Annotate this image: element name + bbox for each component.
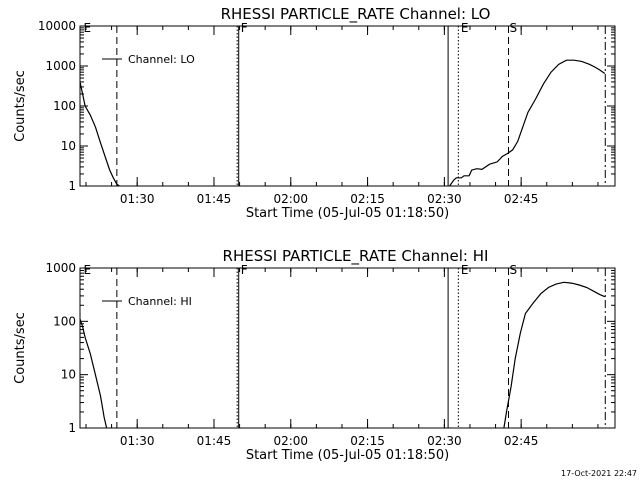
plot-frame [79, 267, 616, 429]
x-tick-label: 02:00 [273, 434, 308, 448]
series-line [79, 318, 108, 429]
y-tick-label: 1 [68, 421, 76, 435]
y-tick-label: 10 [61, 368, 76, 382]
generation-timestamp: 17-Oct-2021 22:47 [561, 469, 637, 478]
y-tick-label: 1000 [45, 59, 76, 73]
flag-letter: E [461, 263, 469, 277]
hi-channel-plot: RHESSI PARTICLE_RATE Channel: HI 1 10 100 10… [13, 247, 616, 463]
x-tick-label: 01:30 [120, 192, 155, 206]
x-tick-label: 02:45 [504, 192, 539, 206]
y-tick-label: 10 [61, 139, 76, 153]
chart-title: RHESSI PARTICLE_RATE Channel: HI [223, 247, 489, 266]
legend-label: Channel: LO [128, 53, 195, 66]
series-line [503, 281, 606, 429]
y-axis-label: Counts/sec [13, 70, 28, 142]
x-tick-label: 01:30 [120, 434, 155, 448]
x-tick-label: 02:30 [427, 434, 462, 448]
chart-title: RHESSI PARTICLE_RATE Channel: LO [221, 5, 491, 24]
y-tick-label: 100 [53, 314, 76, 328]
flag-letter: F [241, 263, 248, 277]
flag-letter: E [84, 21, 92, 35]
x-axis-label: Start Time (05-Jul-05 01:18:50) [246, 206, 449, 221]
y-tick-label: 10000 [38, 19, 76, 33]
flag-letter: E [84, 263, 92, 277]
series-line [449, 59, 606, 187]
plot-frame [79, 25, 616, 187]
x-tick-label: 02:00 [273, 192, 308, 206]
flag-letter: E [461, 21, 469, 35]
flag-letter: F [241, 21, 248, 35]
series-line [79, 81, 120, 187]
y-axis-label: Counts/sec [13, 312, 28, 384]
x-tick-label: 02:15 [350, 192, 385, 206]
x-tick-label: 01:45 [197, 192, 232, 206]
x-tick-label: 02:30 [427, 192, 462, 206]
legend-label: Channel: HI [128, 295, 192, 308]
x-tick-label: 02:15 [350, 434, 385, 448]
x-axis-label: Start Time (05-Jul-05 01:18:50) [246, 448, 449, 463]
x-tick-label: 02:45 [504, 434, 539, 448]
flag-letter: S [510, 263, 518, 277]
lo-channel-plot: RHESSI PARTICLE_RATE Channel: LO 1 10 100 10… [13, 5, 616, 221]
y-tick-label: 1000 [45, 261, 76, 275]
y-tick-label: 100 [53, 99, 76, 113]
y-tick-label: 1 [68, 179, 76, 193]
x-tick-label: 01:45 [197, 434, 232, 448]
flag-letter: S [510, 21, 518, 35]
